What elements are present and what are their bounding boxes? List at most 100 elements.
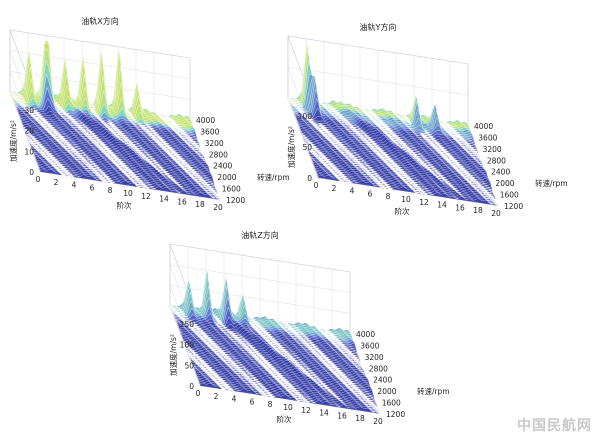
- surface-slice: [290, 61, 471, 133]
- z-tick-label: 100: [180, 341, 195, 350]
- grid-line: [169, 285, 351, 314]
- surface-slice: [174, 316, 356, 348]
- surface-slice: [194, 368, 376, 401]
- surface-slice: [176, 319, 358, 353]
- surface-slice: [297, 120, 479, 153]
- surface-slice: [310, 156, 491, 187]
- z-tick-label: 0: [189, 382, 194, 391]
- surface-slice: [294, 98, 475, 143]
- x-tick-label: 0: [196, 389, 201, 398]
- x-tick-label: 18: [473, 206, 483, 215]
- surface-slice: [179, 327, 360, 360]
- y-axis-label: 转速/rpm: [535, 178, 568, 188]
- y-tick-label: 1200: [226, 196, 245, 205]
- surface-slice: [19, 113, 200, 146]
- surface-slice: [193, 365, 374, 398]
- y-tick-label: 3200: [483, 145, 502, 154]
- x-axis-label: 阶次: [277, 414, 292, 424]
- chart-panel-z: 油轨Z方向 0 2 4 6 8 10 12 14 16 18 20 阶次 1200 1600 2000 2400…: [168, 230, 450, 426]
- surface-slice: [16, 105, 198, 139]
- y-tick-label: 3200: [205, 139, 224, 148]
- y-tick-label: 2800: [209, 150, 228, 159]
- x-tick-label: 10: [401, 195, 411, 204]
- surface-slice: [192, 364, 374, 396]
- x-tick-label: 0: [36, 175, 41, 184]
- y-tick-label: 3600: [360, 341, 379, 350]
- y-tick-label: 1600: [222, 185, 241, 194]
- grid-line: [169, 264, 351, 293]
- y-tick-label: 1600: [500, 191, 519, 200]
- y-tick-label: 2800: [487, 156, 506, 165]
- surface-slice: [177, 323, 359, 356]
- x-tick-label: 20: [491, 209, 501, 218]
- z-tick-label: 50: [184, 361, 194, 370]
- x-tick-label: 2: [332, 184, 337, 193]
- x-tick-label: 14: [319, 409, 329, 418]
- y-tick-label: 2400: [491, 168, 510, 177]
- surface-slice: [16, 97, 197, 137]
- x-tick-label: 10: [283, 403, 293, 412]
- grid-line: [169, 243, 351, 273]
- x-tick-label: 18: [195, 200, 205, 209]
- chart-title: 油轨X方向: [81, 16, 118, 26]
- surface-slice: [292, 80, 474, 140]
- y-tick-label: 1200: [504, 202, 523, 211]
- y-tick-label: 1600: [382, 399, 401, 408]
- x-tick-label: 8: [268, 400, 273, 409]
- x-tick-label: 4: [72, 181, 77, 190]
- y-tick-label: 3600: [200, 127, 219, 136]
- z-tick-label: 100: [298, 112, 313, 121]
- surface-slice: [34, 154, 216, 187]
- y-tick-label: 4000: [356, 330, 375, 339]
- x-tick-label: 6: [250, 397, 255, 406]
- surface-slice: [317, 174, 499, 208]
- surface-slice: [192, 364, 373, 395]
- x-tick-label: 10: [123, 189, 133, 198]
- surface-slice: [290, 74, 472, 135]
- y-tick-label: 3200: [365, 353, 384, 362]
- y-tick-label: 1200: [386, 410, 405, 419]
- y-tick-label: 4000: [196, 116, 215, 125]
- surface-slice: [175, 318, 356, 350]
- surface-slice: [39, 168, 221, 202]
- y-axis-label: 转速/rpm: [257, 172, 290, 182]
- surface-slice: [312, 158, 493, 192]
- y-tick-label: 3600: [478, 133, 497, 142]
- z-axis-label: 加速度/m/s²: [168, 334, 178, 376]
- z-tick-label: 50: [302, 143, 312, 152]
- surface-slice: [19, 114, 201, 147]
- surface-slice: [194, 366, 375, 400]
- surface-slice: [34, 152, 215, 186]
- grid-line: [287, 35, 469, 65]
- y-tick-label: 2400: [213, 162, 232, 171]
- x-tick-label: 12: [419, 198, 429, 207]
- surface-slice: [294, 108, 476, 145]
- y-tick-label: 2400: [373, 376, 392, 385]
- x-tick-label: 4: [232, 395, 237, 404]
- x-tick-label: 8: [386, 192, 391, 201]
- surface-slice: [312, 160, 494, 193]
- x-tick-label: 16: [177, 197, 187, 206]
- surface-slice: [18, 111, 199, 144]
- z-tick-label: 10: [24, 147, 34, 156]
- surface-slice: [179, 328, 361, 361]
- z-tick-label: 30: [24, 106, 34, 115]
- x-tick-label: 4: [350, 187, 355, 196]
- grid-line: [287, 66, 469, 96]
- surface-slice: [310, 156, 492, 188]
- x-tick-label: 16: [337, 411, 347, 420]
- y-tick-label: 2000: [377, 387, 396, 396]
- x-tick-label: 6: [90, 183, 95, 192]
- surface-slice: [296, 117, 477, 150]
- x-tick-label: 2: [54, 178, 59, 187]
- surface-slice: [293, 88, 474, 142]
- z-tick-label: 0: [29, 168, 34, 177]
- z-tick-label: 150: [180, 320, 195, 329]
- y-tick-label: 2000: [217, 173, 236, 182]
- surface-slice: [289, 49, 471, 132]
- x-tick-label: 0: [314, 181, 319, 190]
- x-tick-label: 12: [301, 406, 311, 415]
- z-axis-label: 加速度/m/s²: [8, 120, 18, 162]
- surface-slice: [297, 119, 478, 152]
